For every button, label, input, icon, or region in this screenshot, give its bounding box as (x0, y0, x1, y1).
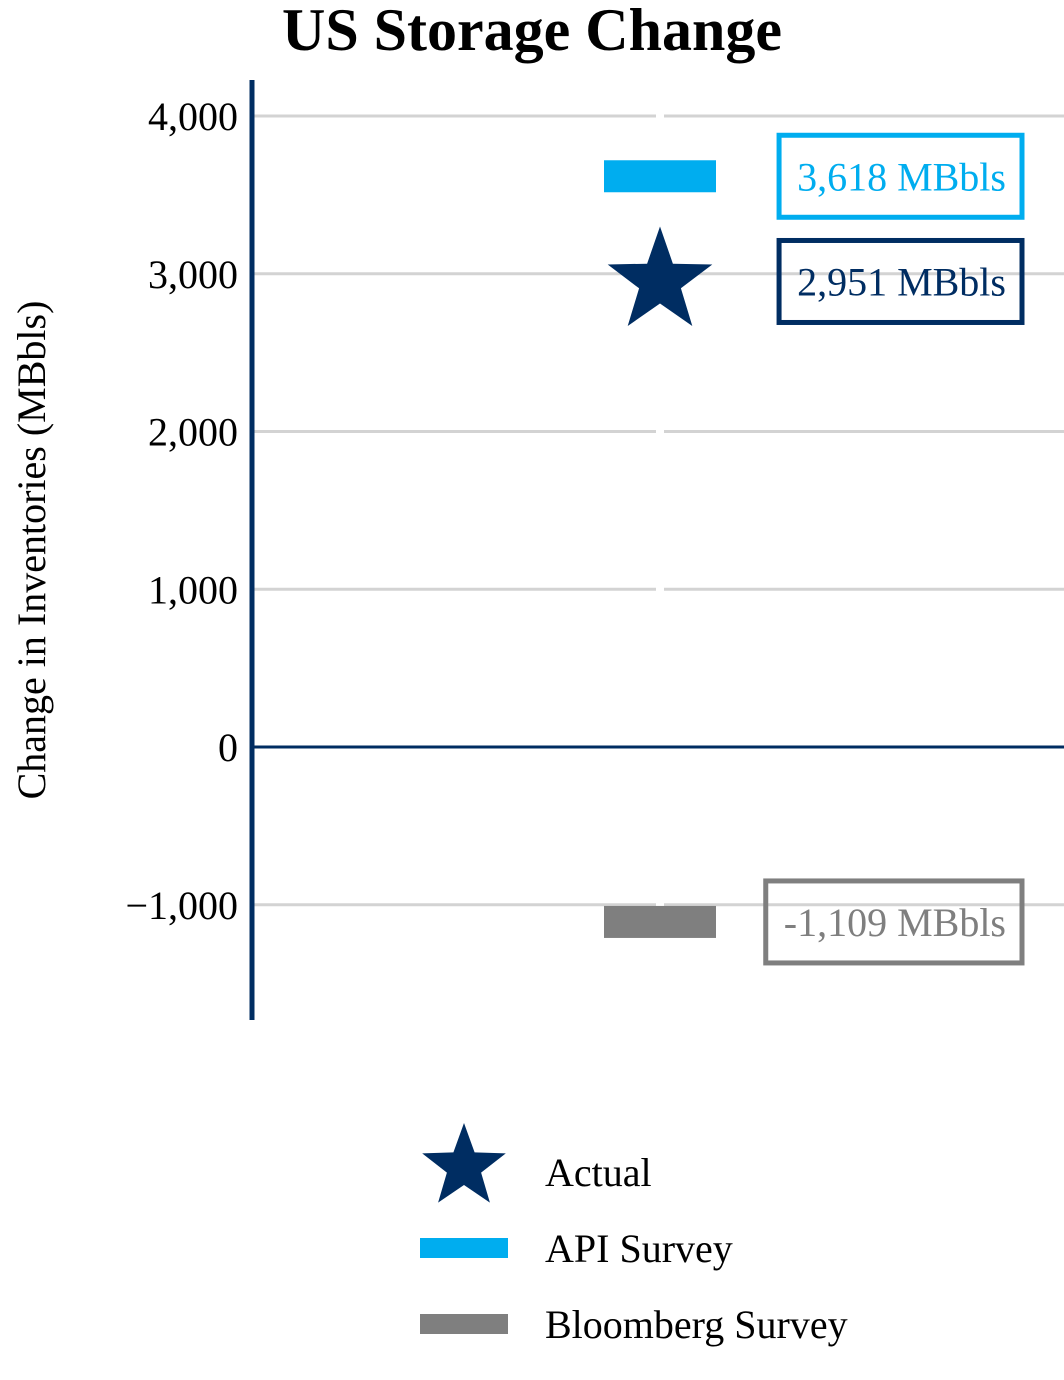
bloomberg-survey-callout-box (763, 878, 1025, 966)
y-tick-label: 3,000 (148, 252, 238, 297)
legend-actual-label: Actual (545, 1150, 652, 1195)
actual-star-marker (607, 226, 713, 326)
y-tick-label: 2,000 (148, 410, 238, 455)
actual-value-label: 2,951 MBbls (797, 259, 1006, 304)
legend-bloomberg-survey-label: Bloomberg Survey (545, 1302, 848, 1347)
y-tick-label: 4,000 (148, 94, 238, 139)
y-tick-labels: 4,000 3,000 2,000 1,000 0 −1,000 (125, 94, 238, 928)
legend-actual-star-icon (422, 1123, 506, 1203)
chart-title: US Storage Change (281, 0, 782, 63)
actual-callout-box (776, 237, 1025, 325)
api-survey-callout-box (776, 132, 1025, 220)
bloomberg-survey-bar-marker (604, 905, 716, 938)
api-survey-value-label: 3,618 MBbls (797, 154, 1006, 199)
legend-bloomberg-survey-swatch (420, 1314, 508, 1334)
y-tick-label: −1,000 (125, 883, 238, 928)
y-tick-label: 1,000 (148, 567, 238, 612)
data-marks: 2,951 MBbls 3,618 MBbls -1,109 MBbls (604, 132, 1025, 966)
bloomberg-survey-value-label: -1,109 MBbls (784, 900, 1006, 945)
y-tick-label: 0 (218, 725, 238, 770)
legend-api-survey-label: API Survey (545, 1226, 733, 1271)
legend: Actual API Survey Bloomberg Survey (420, 1123, 848, 1347)
y-axis-label: Change in Inventories (MBbls) (9, 301, 54, 800)
api-survey-bar-marker (604, 160, 716, 193)
legend-api-survey-swatch (420, 1238, 508, 1258)
